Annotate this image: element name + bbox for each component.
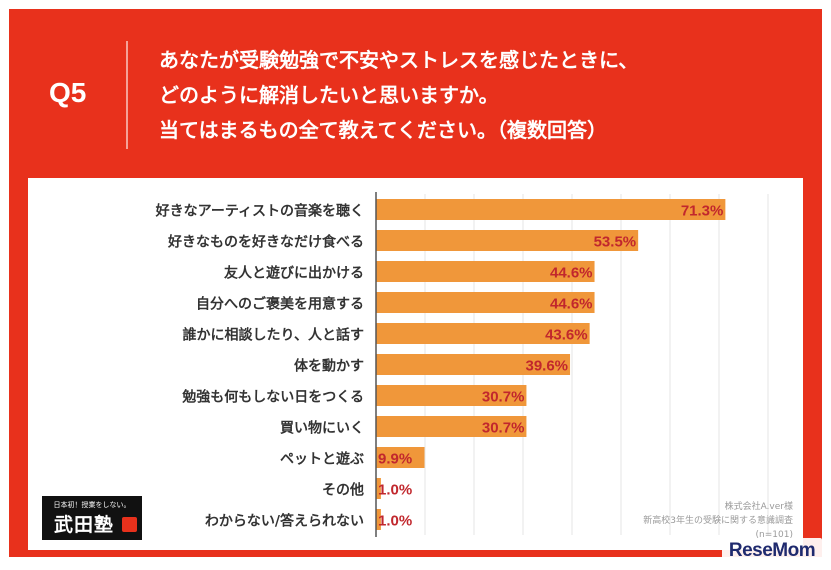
- question-text: あなたが受験勉強で不安やストレスを感じたときに、 どのように解消したいと思います…: [159, 43, 799, 148]
- bar: [376, 509, 381, 530]
- category-label: 好きなアーティストの音楽を聴く: [155, 203, 364, 220]
- bar: [376, 199, 726, 220]
- logo-badge-icon: [122, 517, 137, 532]
- bar: [376, 323, 590, 344]
- value-label: 53.5%: [594, 234, 637, 251]
- chart-panel: 好きなアーティストの音楽を聴く 71.3% 好きなものを好きなだけ食べる 53.5% 友…: [28, 178, 803, 550]
- bar: [376, 354, 571, 375]
- source-company: 株式会社A.ver様: [724, 502, 793, 512]
- category-label: 体を動かす: [294, 358, 364, 375]
- source-note: 株式会社A.ver様 新高校3年生の受験に関する意識調査 (n=101): [493, 500, 793, 542]
- bar: [376, 478, 381, 499]
- value-label: 44.6%: [550, 296, 593, 313]
- value-label: 39.6%: [525, 358, 568, 375]
- question-number: Q5: [49, 77, 87, 108]
- value-label: 30.7%: [482, 420, 525, 437]
- category-label: ペットと遊ぶ: [280, 451, 364, 468]
- takedajuku-logo: 日本初！授業をしない。 武田塾: [42, 496, 142, 540]
- value-label: 43.6%: [545, 327, 588, 344]
- resemom-watermark: ReseMom: [722, 538, 822, 564]
- bar: [376, 385, 527, 406]
- bar: [376, 230, 639, 251]
- value-label: 44.6%: [550, 265, 593, 282]
- category-label: その他: [322, 482, 364, 499]
- category-label: 友人と遊びに出かける: [224, 265, 364, 282]
- bar: [376, 447, 425, 468]
- value-label: 1.0%: [378, 513, 412, 530]
- value-label: 1.0%: [378, 482, 412, 499]
- bar: [376, 261, 595, 282]
- category-label: 自分へのご褒美を用意する: [196, 296, 364, 313]
- question-line: 当てはまるもの全て教えてください。（複数回答）: [159, 118, 607, 142]
- bar: [376, 292, 595, 313]
- category-label: 買い物にいく: [280, 420, 364, 437]
- value-label: 30.7%: [482, 389, 525, 406]
- question-header: Q5 あなたが受験勉強で不安やストレスを感じたときに、 どのように解消したいと思…: [9, 9, 822, 169]
- category-label: 好きなものを好きなだけ食べる: [167, 234, 364, 251]
- bar-chart: 好きなアーティストの音楽を聴く 71.3% 好きなものを好きなだけ食べる 53.5% 友…: [155, 192, 769, 537]
- bar: [376, 416, 527, 437]
- category-label: 勉強も何もしない日をつくる: [181, 389, 364, 406]
- category-label: 誰かに相談したり、人と話す: [183, 327, 364, 344]
- header-divider: [126, 41, 128, 149]
- source-sample-size: (n=101): [755, 530, 793, 540]
- logo-wordmark: 武田塾: [53, 514, 114, 536]
- category-label: わからない/答えられない: [205, 513, 364, 530]
- source-survey: 新高校3年生の受験に関する意識調査: [643, 516, 793, 526]
- value-label: 9.9%: [378, 451, 412, 468]
- logo-tagline: 日本初！授業をしない。: [53, 501, 131, 509]
- value-label: 71.3%: [681, 203, 724, 220]
- question-line: あなたが受験勉強で不安やストレスを感じたときに、: [159, 48, 639, 72]
- question-line: どのように解消したいと思いますか。: [159, 83, 499, 107]
- card-frame: Q5 あなたが受験勉強で不安やストレスを感じたときに、 どのように解消したいと思…: [9, 9, 822, 557]
